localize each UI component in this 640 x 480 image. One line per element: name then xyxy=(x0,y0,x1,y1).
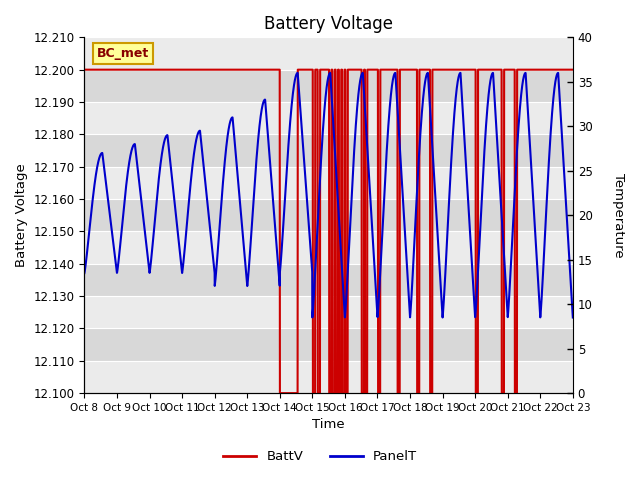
Legend: BattV, PanelT: BattV, PanelT xyxy=(218,445,422,468)
Text: BC_met: BC_met xyxy=(97,47,149,60)
Bar xyxy=(84,37,573,70)
Bar xyxy=(84,134,573,167)
Bar xyxy=(84,199,573,231)
Bar xyxy=(84,328,573,361)
X-axis label: Time: Time xyxy=(312,419,345,432)
Bar xyxy=(84,70,573,102)
Y-axis label: Temperature: Temperature xyxy=(612,173,625,258)
Bar xyxy=(84,361,573,393)
Bar xyxy=(84,167,573,199)
Bar xyxy=(84,231,573,264)
Y-axis label: Battery Voltage: Battery Voltage xyxy=(15,163,28,267)
Bar xyxy=(84,102,573,134)
Title: Battery Voltage: Battery Voltage xyxy=(264,15,393,33)
Bar xyxy=(84,296,573,328)
Bar xyxy=(84,264,573,296)
